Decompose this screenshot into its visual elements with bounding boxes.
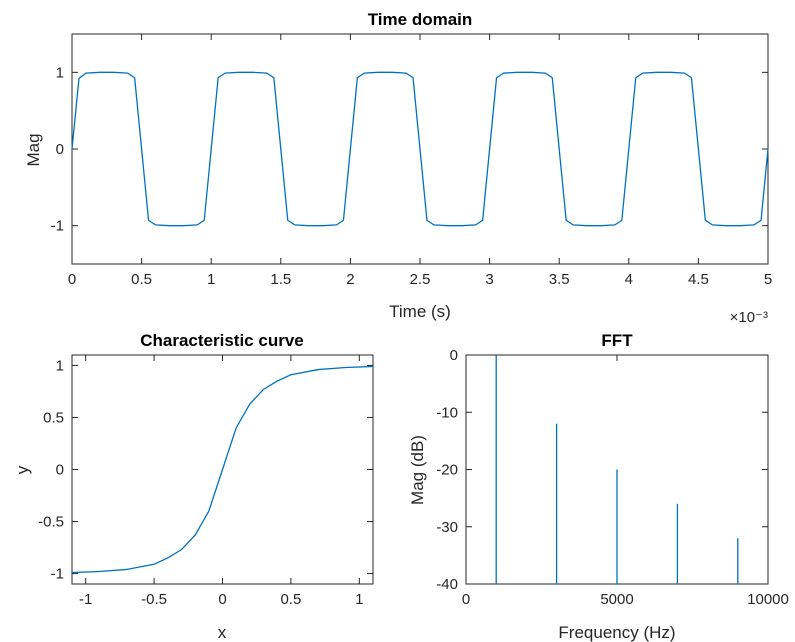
- x-tick-label: -1: [79, 591, 92, 608]
- y-tick-label: -40: [436, 576, 458, 593]
- x-tick-label: 0.5: [280, 591, 301, 608]
- x-tick-label: 0.5: [131, 271, 152, 288]
- time-domain-x-exponent: ×10⁻³: [730, 309, 768, 326]
- x-tick-label: 0: [218, 591, 226, 608]
- characteristic-curve-tick-labels: -1 -0.5 0 0.5 1 -1 -0.5 0 0.5 1: [38, 357, 363, 608]
- fft-title: FFT: [601, 331, 633, 350]
- fft-xlabel: Frequency (Hz): [558, 623, 675, 642]
- time-domain-series-line: [71, 71, 769, 227]
- y-tick-label: -1: [51, 566, 64, 583]
- y-tick-label: -0.5: [38, 514, 64, 531]
- x-tick-label: 3: [485, 271, 493, 288]
- y-tick-label: 0.5: [43, 409, 64, 426]
- time-domain-xlabel: Time (s): [389, 302, 451, 321]
- x-tick-label: 4: [625, 271, 633, 288]
- fft-plot: 0 5000 10000 -40 -30 -20 -10 0 FFT Frequency (H…: [408, 331, 789, 642]
- x-tick-label: 10000: [747, 591, 789, 608]
- y-tick-label: 0: [56, 462, 64, 479]
- y-tick-label: -1: [51, 218, 64, 235]
- characteristic-curve-title: Characteristic curve: [140, 331, 303, 350]
- y-tick-label: 0: [450, 347, 458, 364]
- y-tick-label: -30: [436, 519, 458, 536]
- time-domain-ticks: [71, 34, 769, 264]
- x-tick-label: -0.5: [141, 591, 167, 608]
- fft-ticks: [465, 354, 769, 585]
- x-tick-label: 2.5: [410, 271, 431, 288]
- fft-stems: [495, 355, 739, 584]
- characteristic-curve-series-line: [71, 365, 374, 574]
- y-tick-label: 0: [56, 141, 64, 158]
- x-tick-label: 1: [355, 591, 363, 608]
- x-tick-label: 3.5: [549, 271, 570, 288]
- characteristic-curve-ylabel: y: [13, 465, 32, 474]
- y-tick-label: -10: [436, 404, 458, 421]
- characteristic-curve-ticks: [72, 355, 373, 584]
- x-tick-label: 1.5: [270, 271, 291, 288]
- time-domain-ylabel: Mag: [24, 133, 43, 166]
- time-domain-title: Time domain: [368, 10, 473, 29]
- y-tick-label: -20: [436, 462, 458, 479]
- y-tick-label: 1: [56, 64, 64, 81]
- x-tick-label: 0: [68, 271, 76, 288]
- y-tick-label: 1: [56, 357, 64, 374]
- fft-tick-labels: 0 5000 10000 -40 -30 -20 -10 0: [436, 347, 789, 608]
- x-tick-label: 5: [764, 271, 772, 288]
- x-tick-label: 4.5: [688, 271, 709, 288]
- time-domain-tick-labels: 0 0.5 1 1.5 2 2.5 3 3.5 4 4.5 5 -1 0 1: [51, 64, 773, 288]
- x-tick-label: 2: [346, 271, 354, 288]
- x-tick-label: 5000: [600, 591, 633, 608]
- time-domain-plot: 0 0.5 1 1.5 2 2.5 3 3.5 4 4.5 5 -1 0 1 Time domain Ti…: [24, 10, 772, 326]
- x-tick-label: 1: [207, 271, 215, 288]
- characteristic-curve-plot: -1 -0.5 0 0.5 1 -1 -0.5 0 0.5 1 Characteristic cu…: [13, 331, 374, 642]
- fft-ylabel: Mag (dB): [408, 435, 427, 505]
- x-tick-label: 0: [462, 591, 470, 608]
- characteristic-curve-xlabel: x: [218, 623, 227, 642]
